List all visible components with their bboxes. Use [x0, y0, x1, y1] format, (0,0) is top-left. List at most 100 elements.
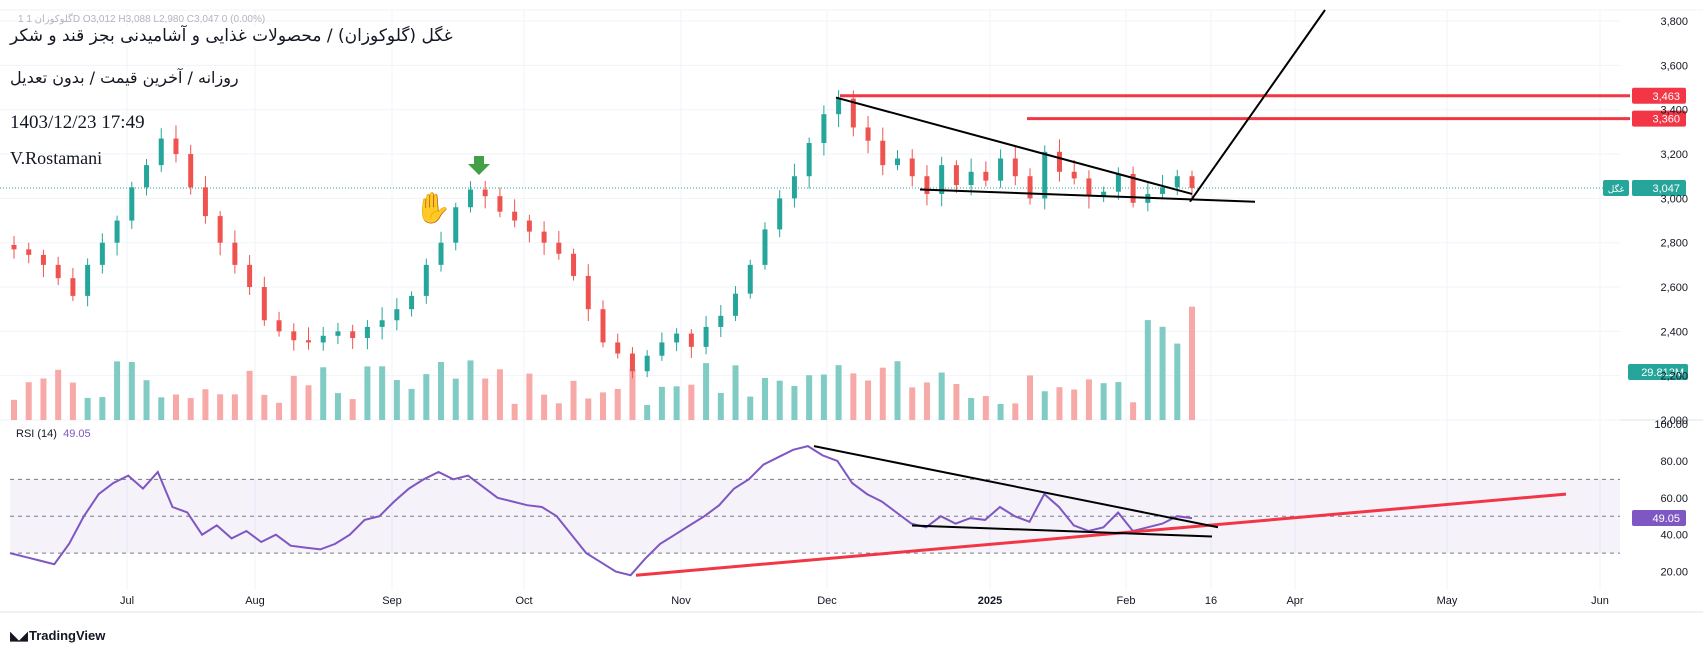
volume-bar	[511, 403, 518, 420]
volume-tag	[1628, 364, 1688, 380]
volume-bar	[703, 363, 710, 420]
volume-bar	[438, 361, 445, 420]
volume-bar	[334, 393, 341, 420]
volume-bar	[202, 389, 209, 420]
volume-bar	[541, 394, 548, 420]
volume-bar	[909, 387, 916, 420]
candle-body	[512, 211, 518, 221]
volume-bar	[423, 374, 430, 420]
candle-body	[202, 187, 208, 217]
candle-body	[1189, 176, 1195, 188]
volume-bar	[1159, 326, 1166, 420]
volume-bar	[1056, 387, 1063, 420]
volume-tag-label: 29.812M	[1641, 367, 1684, 379]
time-tick-label: May	[1437, 595, 1458, 607]
rsi-tick-label: 20.00	[1660, 567, 1688, 579]
volume-bar	[452, 378, 459, 420]
last-price-tag	[1632, 179, 1686, 196]
candle-body	[1174, 176, 1180, 188]
volume-bar	[982, 395, 989, 420]
volume-bar	[820, 374, 827, 420]
tradingview-brand[interactable]: ◣◢ TradingView	[10, 628, 105, 644]
volume-bar	[1085, 379, 1092, 420]
wedge-upper-line	[835, 96, 1193, 195]
volume-bar	[938, 372, 945, 420]
volume-bar	[600, 392, 606, 420]
chart-subtitle: روزانه / آخرین قیمت / بدون تعدیل	[10, 68, 239, 87]
candlesticks[interactable]	[11, 90, 1195, 379]
candle-body	[129, 187, 135, 221]
time-tick-label: Apr	[1286, 595, 1303, 607]
candle-body	[762, 229, 768, 265]
candle-body	[983, 171, 989, 181]
volume-bar	[761, 377, 768, 420]
price-tick-label: 2,600	[1660, 282, 1688, 294]
rsi-value: 49.05	[63, 428, 91, 440]
candle-body	[1071, 171, 1077, 179]
candle-body	[1160, 187, 1166, 194]
candle-body	[438, 242, 444, 265]
volume-bar	[276, 402, 283, 420]
last-price-tag-label: 3,047	[1652, 183, 1680, 195]
volume-bar	[217, 394, 224, 420]
candle-body	[467, 189, 473, 208]
volume-bar	[997, 404, 1004, 420]
volume-bar	[776, 380, 783, 420]
volume-bar	[968, 398, 975, 420]
rsi-line	[9, 445, 1193, 577]
time-tick-label: Jun	[1591, 595, 1609, 607]
candle-body	[1012, 158, 1018, 177]
candle-body	[777, 198, 783, 230]
volume-bar	[114, 361, 121, 420]
candle-body	[261, 287, 267, 321]
price-tick-label: 3,600	[1660, 60, 1688, 72]
candle-body	[173, 138, 179, 155]
resistance-tag	[1632, 110, 1686, 127]
rsi-band-fill	[10, 479, 1620, 554]
candle-body	[291, 331, 297, 341]
volume-bar	[865, 380, 872, 420]
volume-bar	[923, 382, 930, 420]
resistance-tag	[1632, 87, 1686, 104]
candle-body	[70, 278, 76, 296]
symbol-tag-label: غگل	[1608, 183, 1625, 195]
volume-bar	[393, 380, 400, 420]
trend-drawings[interactable]: 3,463 3,360 غگل 3,047 29.812M	[835, 9, 1688, 380]
candle-body	[939, 165, 945, 194]
volume-bar	[290, 375, 297, 420]
candle-body	[306, 340, 311, 343]
candle-body	[423, 264, 429, 296]
volume-bar	[1100, 383, 1107, 420]
volume-bar	[69, 382, 76, 420]
axes: 2,000 2,200 2,400 2,600 2,800 3,000 3,200 3,400…	[120, 16, 1688, 607]
candle-body	[733, 293, 739, 316]
candle-body	[188, 154, 194, 188]
candle-body	[409, 295, 415, 310]
candle-body	[895, 158, 900, 166]
volume-bar	[467, 360, 474, 420]
volume-bar	[305, 385, 312, 420]
tradingview-brand-label: TradingView	[29, 628, 106, 643]
candle-body	[40, 254, 46, 265]
candle-body	[747, 264, 753, 294]
candle-body	[11, 244, 17, 250]
candle-body	[379, 320, 385, 327]
candle-body	[953, 165, 959, 186]
candle-body	[791, 176, 797, 199]
candle-body	[880, 140, 886, 166]
price-tick-label: 2,000	[1660, 415, 1688, 427]
price-tick-label: 3,400	[1660, 105, 1688, 117]
rsi-tick-label: 60.00	[1660, 493, 1688, 505]
candle-body	[836, 98, 842, 115]
volume-bar	[1189, 306, 1195, 420]
rsi-legend: RSI (14) 49.05	[16, 428, 91, 440]
candle-body	[998, 158, 1004, 181]
volume-bar	[673, 386, 680, 420]
candle-body	[26, 249, 32, 255]
volume-bar	[1027, 375, 1034, 420]
price-tick-label: 2,400	[1660, 326, 1688, 338]
volume-bar	[1115, 382, 1122, 420]
volume-bar	[835, 365, 842, 420]
rsi-lower-trendline	[911, 524, 1213, 538]
candle-body	[364, 326, 370, 338]
